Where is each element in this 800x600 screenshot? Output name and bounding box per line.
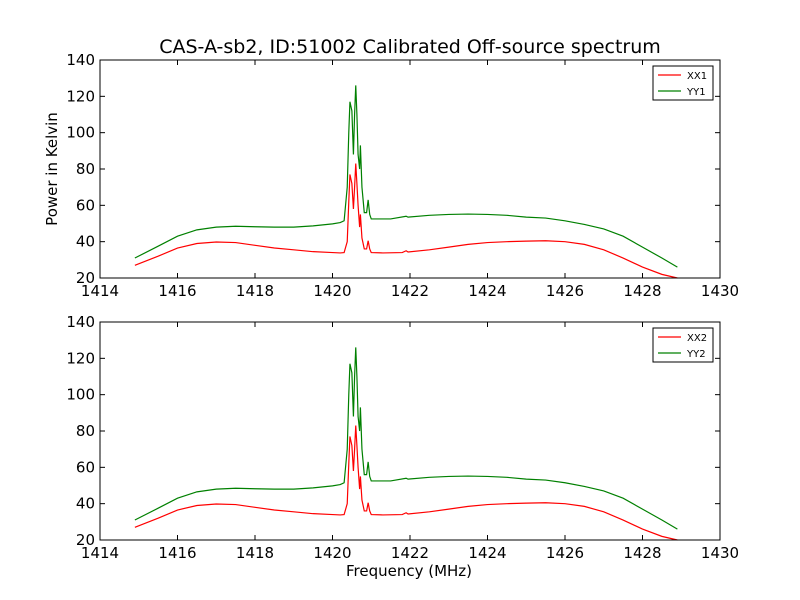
y-tick-label: 120 [66,87,95,105]
y-tick-label: 140 [66,51,95,69]
x-tick-label: 1424 [468,544,506,562]
series-line-xx1 [134,163,678,279]
x-tick-label: 1420 [313,544,351,562]
x-tick-label: 1422 [391,282,429,300]
y-tick-label: 80 [76,160,95,178]
y-axis-label: Power in Kelvin [43,112,61,226]
series-line-yy1 [134,85,678,268]
x-tick-label: 1414 [81,282,119,300]
legend-label-xx1: XX1 [687,71,707,82]
legend-box [652,65,714,101]
y-tick-label: 40 [76,495,95,513]
x-tick-label: 1422 [391,544,429,562]
x-tick-label: 1418 [236,544,274,562]
y-tick-label: 20 [76,531,95,549]
x-tick-label: 1428 [623,544,661,562]
y-tick-label: 100 [66,124,95,142]
x-tick-label: 1414 [81,544,119,562]
x-tick-label: 1430 [701,544,739,562]
chart-title: CAS-A-sb2, ID:51002 Calibrated Off-sourc… [159,36,661,58]
y-tick-label: 60 [76,196,95,214]
x-tick-label: 1418 [236,282,274,300]
x-tick-label: 1424 [468,282,506,300]
y-tick-label: 140 [66,313,95,331]
x-tick-label: 1416 [158,282,196,300]
y-tick-label: 20 [76,269,95,287]
top-subplot: 1414 1416 1418 1420 1422 1424 1426 1428 1430 20 40… [43,51,739,300]
x-tick-label: 1420 [313,282,351,300]
y-tick-label: 120 [66,349,95,367]
legend-label-yy2: YY2 [686,349,706,360]
legend-label-xx2: XX2 [687,333,707,344]
x-tick-label: 1428 [623,282,661,300]
y-tick-label: 60 [76,458,95,476]
series-line-xx2 [134,425,678,541]
y-tick-label: 100 [66,386,95,404]
series-line-yy2 [134,347,678,530]
y-tick-label: 80 [76,422,95,440]
x-tick-label: 1416 [158,544,196,562]
x-tick-label: 1426 [546,282,584,300]
x-tick-label: 1426 [546,544,584,562]
x-axis-label: Frequency (MHz) [346,562,472,580]
legend-label-yy1: YY1 [686,87,706,98]
y-tick-label: 40 [76,233,95,251]
bottom-subplot: 1414 1416 1418 1420 1422 1424 1426 1428 1430 20 40… [66,313,739,580]
x-tick-label: 1430 [701,282,739,300]
legend-box [652,327,714,363]
